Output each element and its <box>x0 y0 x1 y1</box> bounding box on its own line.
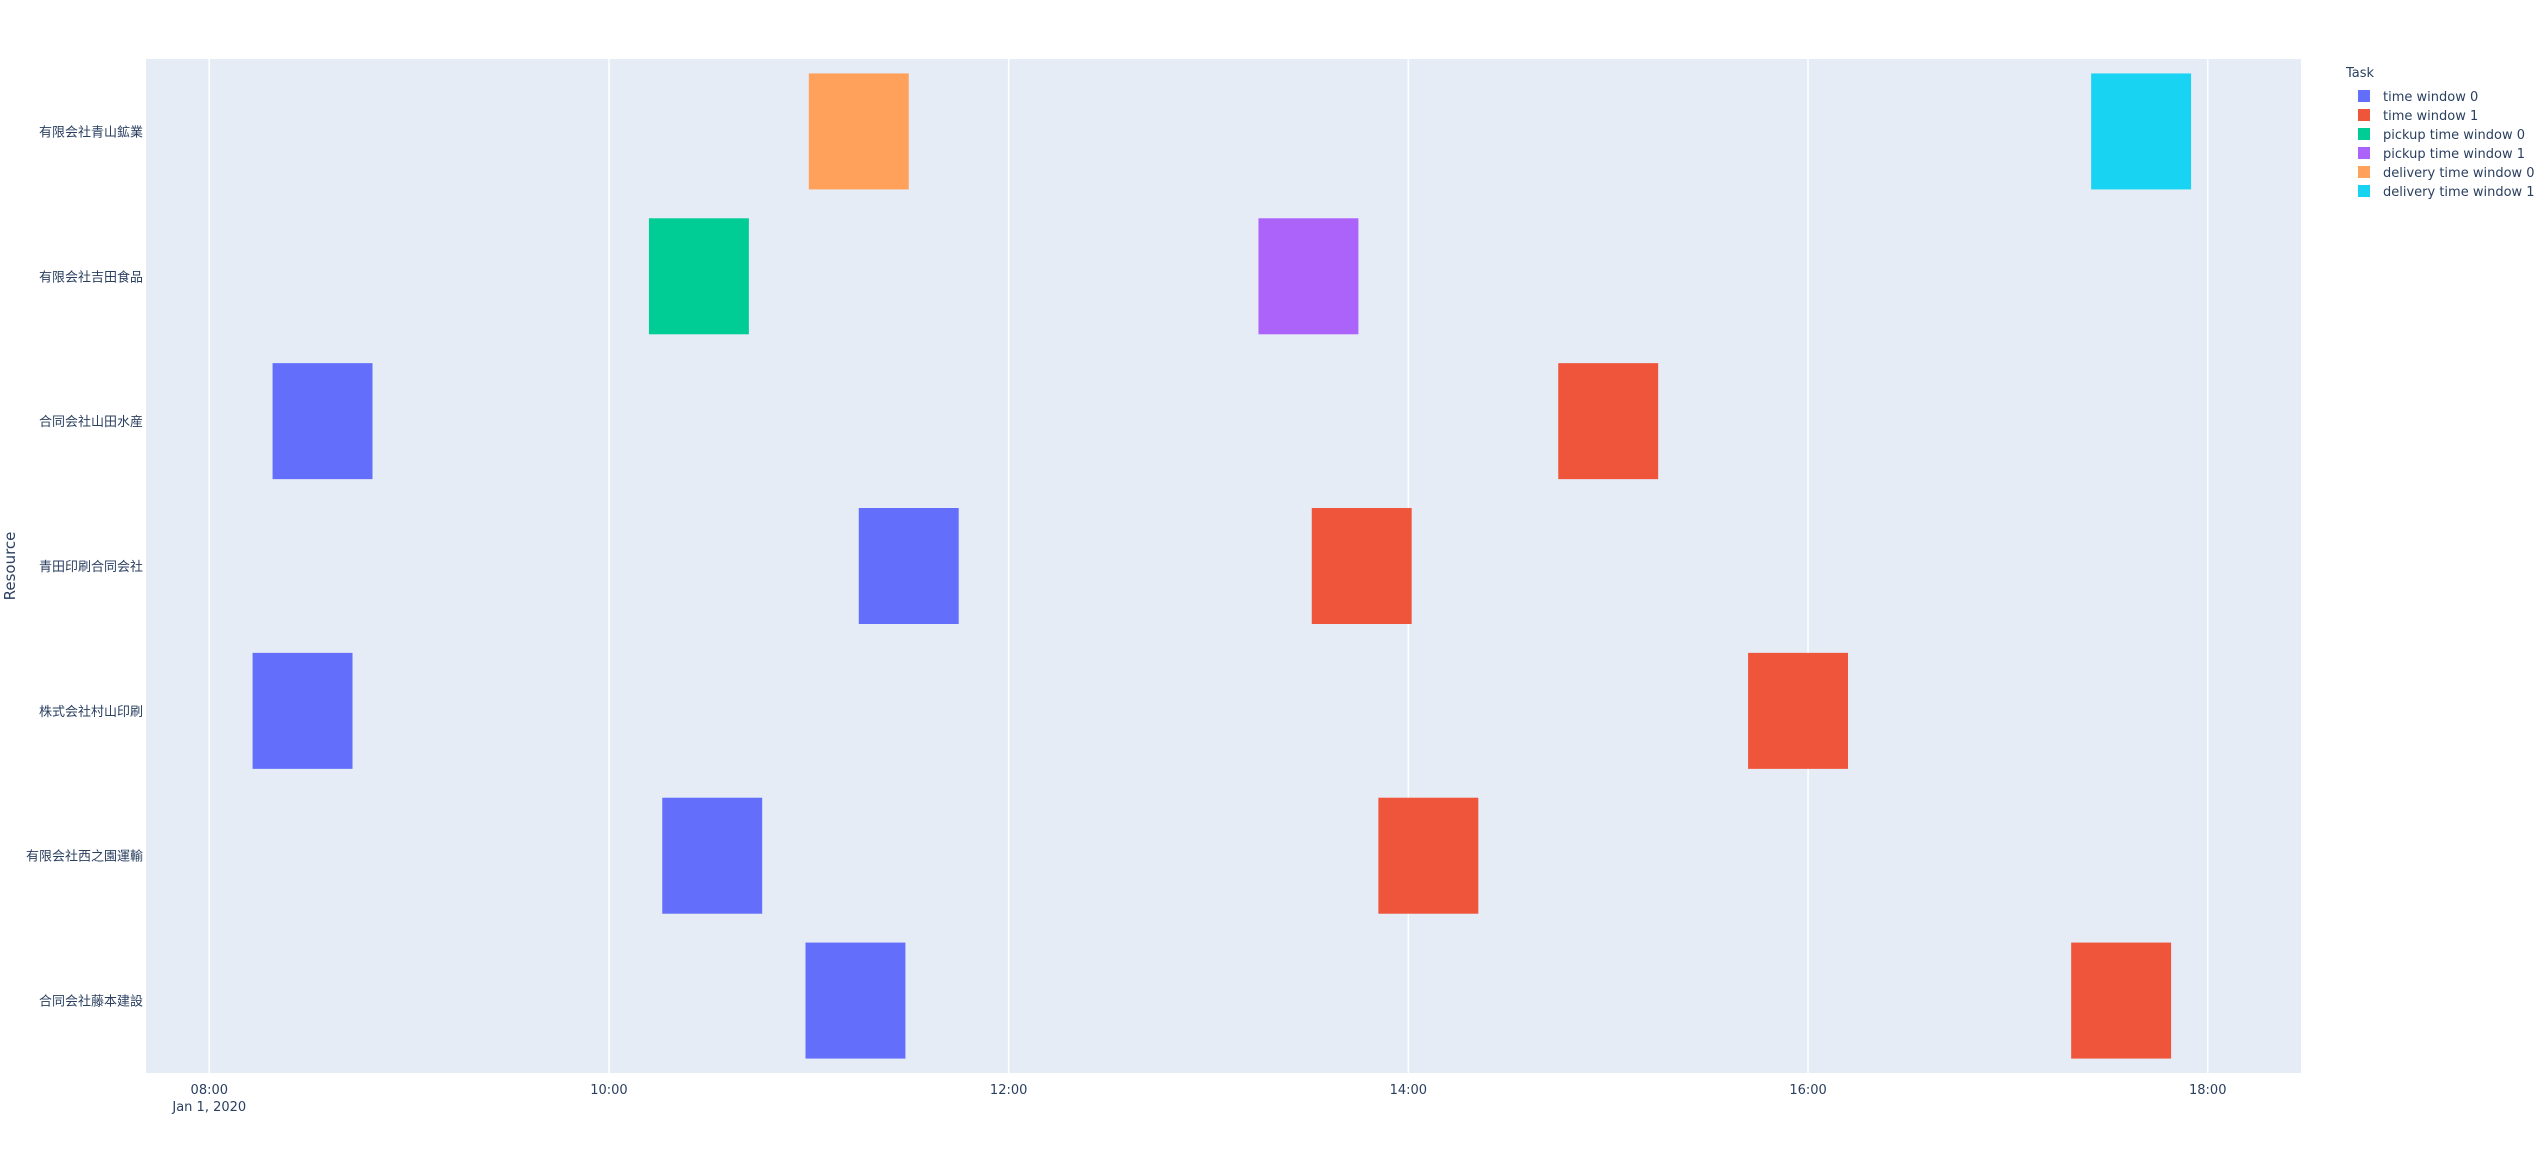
plot-background <box>146 59 2301 1073</box>
y-tick-label: 青田印刷合同会社 <box>39 559 143 575</box>
legend-swatch[interactable] <box>2358 128 2370 140</box>
y-axis-title: Resource <box>1 532 19 601</box>
task-bar <box>858 508 959 624</box>
task-bar <box>2071 942 2172 1059</box>
task-bar <box>2091 73 2192 190</box>
task-bar <box>1311 508 1412 624</box>
task-bar <box>808 73 909 190</box>
x-tick-label: 16:00 <box>1789 1083 1826 1098</box>
task-bar <box>1378 797 1479 914</box>
task-bar <box>1558 363 1659 480</box>
legend-item-label: time window 0 <box>2383 90 2478 105</box>
task-bar <box>1258 218 1359 335</box>
legend-item-label: pickup time window 0 <box>2383 128 2525 143</box>
legend-item-label: time window 1 <box>2383 109 2478 124</box>
legend-swatch[interactable] <box>2358 166 2370 178</box>
x-tick-label: 18:00 <box>2189 1083 2226 1098</box>
legend-item-label: delivery time window 1 <box>2383 185 2535 200</box>
legend-swatch[interactable] <box>2358 185 2370 197</box>
legend-item-label: delivery time window 0 <box>2383 166 2535 181</box>
x-tick-label: 08:00 <box>191 1083 228 1098</box>
task-bar <box>805 942 906 1059</box>
legend-swatch[interactable] <box>2358 147 2370 159</box>
task-bar <box>252 652 353 769</box>
task-bar <box>648 218 749 335</box>
x-tick-label: 12:00 <box>990 1083 1027 1098</box>
task-bar <box>1748 652 1849 769</box>
legend-swatch[interactable] <box>2358 109 2370 121</box>
y-tick-label: 合同会社山田水産 <box>39 414 143 430</box>
x-tick-label: 10:00 <box>590 1083 627 1098</box>
legend-item-label: pickup time window 1 <box>2383 147 2525 162</box>
task-bar <box>662 797 763 914</box>
y-tick-label: 株式会社村山印刷 <box>39 704 143 720</box>
legend-swatch[interactable] <box>2358 90 2370 102</box>
y-tick-label: 合同会社藤本建設 <box>39 994 143 1010</box>
y-tick-label: 有限会社吉田食品 <box>39 269 143 285</box>
x-tick-sublabel: Jan 1, 2020 <box>171 1100 246 1115</box>
task-bar <box>272 363 373 480</box>
y-tick-label: 有限会社青山鉱業 <box>39 124 143 140</box>
x-tick-label: 14:00 <box>1390 1083 1427 1098</box>
legend-title: Task <box>2345 66 2375 81</box>
y-tick-label: 有限会社西之園運輸 <box>26 849 143 865</box>
